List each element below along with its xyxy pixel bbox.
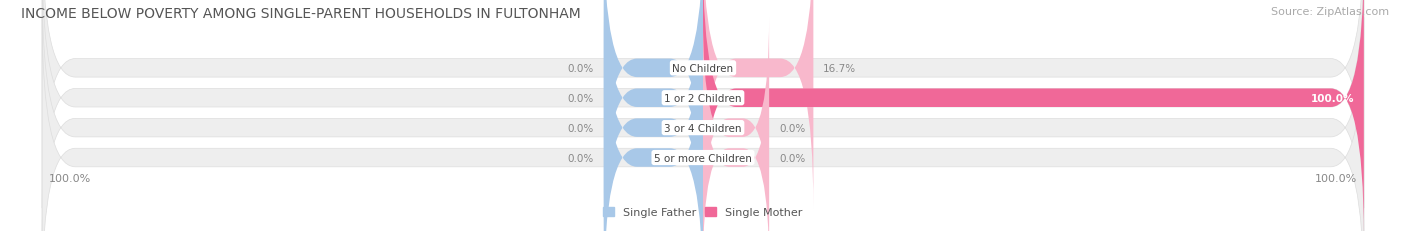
FancyBboxPatch shape bbox=[605, 18, 703, 231]
Text: 5 or more Children: 5 or more Children bbox=[654, 153, 752, 163]
Text: 100.0%: 100.0% bbox=[1315, 173, 1357, 183]
FancyBboxPatch shape bbox=[703, 0, 1364, 231]
FancyBboxPatch shape bbox=[605, 0, 703, 231]
Text: No Children: No Children bbox=[672, 64, 734, 73]
FancyBboxPatch shape bbox=[703, 48, 769, 231]
Text: 0.0%: 0.0% bbox=[568, 123, 593, 133]
Text: 0.0%: 0.0% bbox=[779, 153, 806, 163]
Text: 0.0%: 0.0% bbox=[568, 153, 593, 163]
FancyBboxPatch shape bbox=[703, 18, 769, 231]
Text: 0.0%: 0.0% bbox=[779, 123, 806, 133]
Text: 100.0%: 100.0% bbox=[49, 173, 91, 183]
FancyBboxPatch shape bbox=[42, 0, 1364, 231]
Text: 3 or 4 Children: 3 or 4 Children bbox=[664, 123, 742, 133]
Text: INCOME BELOW POVERTY AMONG SINGLE-PARENT HOUSEHOLDS IN FULTONHAM: INCOME BELOW POVERTY AMONG SINGLE-PARENT… bbox=[21, 7, 581, 21]
FancyBboxPatch shape bbox=[42, 0, 1364, 231]
FancyBboxPatch shape bbox=[605, 0, 703, 231]
Text: Source: ZipAtlas.com: Source: ZipAtlas.com bbox=[1271, 7, 1389, 17]
Text: 16.7%: 16.7% bbox=[824, 64, 856, 73]
Text: 100.0%: 100.0% bbox=[1310, 93, 1354, 103]
Text: 0.0%: 0.0% bbox=[568, 64, 593, 73]
Text: 0.0%: 0.0% bbox=[568, 93, 593, 103]
Legend: Single Father, Single Mother: Single Father, Single Mother bbox=[599, 202, 807, 222]
FancyBboxPatch shape bbox=[42, 0, 1364, 208]
FancyBboxPatch shape bbox=[703, 0, 813, 208]
FancyBboxPatch shape bbox=[605, 0, 703, 208]
Text: 1 or 2 Children: 1 or 2 Children bbox=[664, 93, 742, 103]
FancyBboxPatch shape bbox=[42, 18, 1364, 231]
